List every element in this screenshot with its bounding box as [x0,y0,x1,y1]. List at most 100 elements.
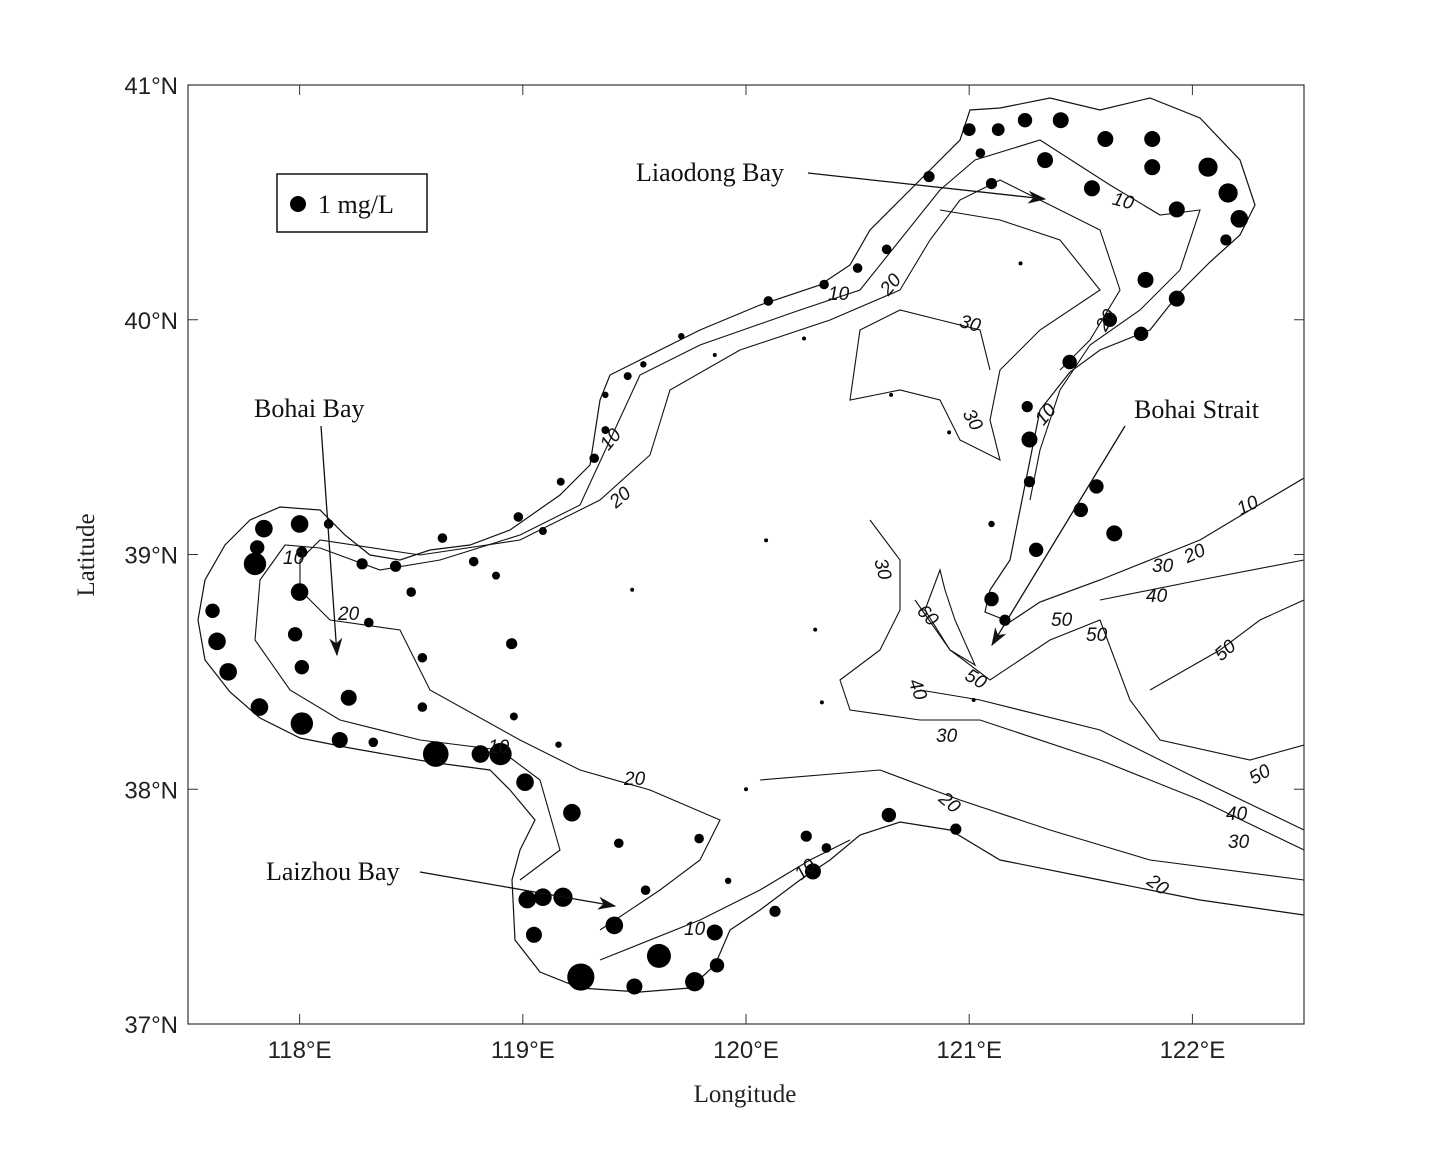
sampling-point [602,391,609,399]
sampling-point [417,702,428,712]
contour-label: 20 [1180,540,1209,569]
annotation-bohai-strait: Bohai Strait [1134,395,1260,424]
sampling-point [988,520,995,528]
sampling-point [243,552,267,576]
contour-label: 20 [876,270,907,301]
contour-label: 30 [1228,832,1250,853]
contour-label: 30 [958,406,987,435]
sampling-point [567,963,595,991]
sampling-point [506,638,518,650]
sampling-point [947,430,952,435]
sampling-point [646,943,671,968]
sampling-point [630,587,635,592]
sampling-point [356,558,368,570]
contour-label: 10 [488,737,510,758]
sampling-point [296,546,308,558]
sampling-point [819,279,829,290]
sampling-point [706,924,723,941]
sampling-point [800,830,812,842]
contour-label: 50 [1086,625,1108,646]
contour-10 [254,139,1201,961]
sampling-point [513,512,524,522]
sampling-point [471,745,490,763]
x-tick-label: 119°E [491,1037,555,1064]
x-axis-label: Longitude [694,1081,797,1108]
sampling-point [763,296,774,306]
sampling-point [613,838,624,849]
sampling-point [1023,476,1036,488]
legend: 1 mg/L [276,173,428,233]
sampling-point [323,519,334,529]
y-tick-label: 38°N [124,777,178,804]
annotation-liaodong-bay: Liaodong Bay [636,158,784,187]
sampling-point [489,742,512,766]
contour-label: 20 [1092,306,1121,336]
sampling-point [563,803,581,822]
sampling-point [525,926,542,943]
x-tick-label: 120°E [713,1037,779,1064]
contour-label: 10 [684,919,706,940]
sampling-point [975,148,986,158]
sampling-point [589,453,600,464]
x-tick-label: 122°E [1160,1037,1226,1064]
contour-label: 10 [283,548,305,569]
sampling-point [538,527,547,536]
contour-label: 20 [337,604,360,625]
sampling-point [881,807,897,823]
sampling-point [1102,312,1118,327]
sampling-point [985,177,998,190]
sampling-point [1028,542,1044,558]
sampling-point [1017,113,1033,128]
sampling-point [1144,130,1161,147]
sampling-point [290,515,309,533]
sampling-point [605,916,624,935]
contour-50 [914,599,1304,761]
contour-label: 50 [1246,760,1275,789]
sampling-point [1220,234,1232,246]
sampling-point [1018,261,1023,266]
sampling-point [1106,525,1123,542]
sampling-point [556,477,565,486]
sampling-point [678,332,685,340]
sampling-points [205,112,1249,995]
sampling-point [984,591,999,607]
sampling-point [685,972,705,992]
arrow-bohai-strait [991,425,1126,647]
sampling-point [1133,326,1149,342]
sampling-point [1083,180,1100,197]
sampling-point [769,905,781,917]
sampling-point [1037,152,1054,169]
sampling-point [640,885,651,895]
contour-label: 40 [1226,804,1248,825]
sampling-point [331,731,348,748]
sampling-point [601,426,610,435]
sampling-point [389,560,402,572]
annotation-laizhou-bay: Laizhou Bay [266,857,400,886]
y-tick-label: 40°N [124,308,178,335]
sampling-point [363,617,374,628]
sampling-point [950,823,962,835]
sampling-point [971,698,976,703]
sampling-point [422,741,449,767]
contour-label: 40 [904,676,931,703]
contour-label: 20 [1142,870,1173,900]
sampling-point [1230,210,1249,228]
sampling-point [819,700,824,705]
sampling-point [368,737,379,748]
arrow-bohai-bay [320,425,343,657]
sampling-point [889,392,894,397]
sampling-point [962,123,976,137]
contour-label: 30 [1152,556,1174,577]
sampling-point [852,263,863,273]
sampling-point [290,583,309,601]
sampling-point [468,556,479,567]
sampling-point [694,833,704,844]
y-axis-label: Latitude [73,513,100,596]
x-tick-label: 121°E [936,1037,1002,1064]
sampling-point [290,712,314,735]
contour-40 [919,559,1304,831]
sampling-point [518,890,537,909]
contour-label: 10 [828,284,850,305]
sampling-point [437,533,448,543]
contour-label: 20 [623,769,646,790]
